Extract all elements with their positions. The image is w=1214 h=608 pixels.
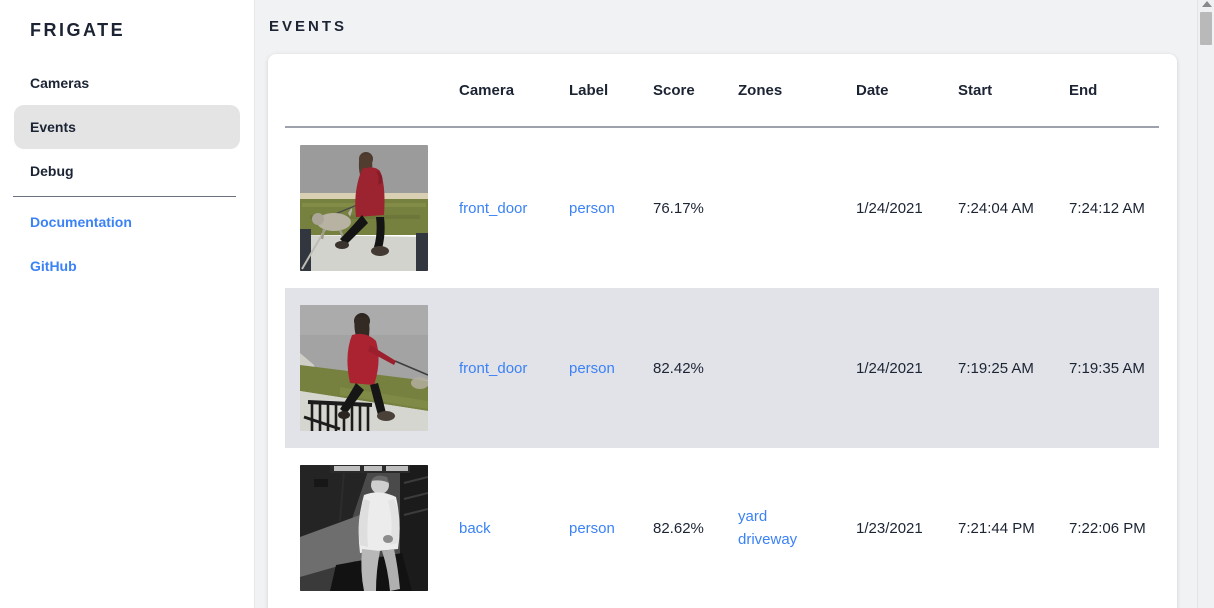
sidebar-item-label: Cameras: [30, 75, 90, 91]
sidebar-item-debug[interactable]: Debug: [14, 149, 240, 193]
sidebar-item-cameras[interactable]: Cameras: [14, 61, 240, 105]
table-row[interactable]: front_door person 76.17% 1/24/2021 7:24:…: [285, 128, 1159, 288]
scrollbar-thumb[interactable]: [1200, 12, 1212, 45]
sidebar-divider: [13, 196, 236, 197]
events-table: Camera Label Score Zones Date Start End: [285, 54, 1159, 608]
event-zones: yard driveway: [723, 505, 841, 551]
event-start-time: 7:24:04 AM: [958, 199, 1034, 217]
event-camera-link[interactable]: front_door: [459, 359, 528, 377]
event-camera-link[interactable]: front_door: [459, 199, 528, 217]
vertical-scrollbar[interactable]: [1197, 0, 1214, 608]
event-zone-link[interactable]: yard: [738, 508, 768, 525]
event-zone-link[interactable]: driveway: [738, 531, 798, 548]
app-logo: FRIGATE: [30, 20, 126, 40]
sidebar-item-events[interactable]: Events: [14, 105, 240, 149]
event-thumbnail[interactable]: [300, 145, 428, 271]
column-header-date: Date: [856, 81, 889, 99]
table-header-row: Camera Label Score Zones Date Start End: [285, 54, 1159, 128]
sidebar: FRIGATE Cameras Events Debug Documentati…: [0, 0, 255, 608]
event-thumbnail-cell: [285, 465, 444, 591]
event-date: 1/24/2021: [856, 199, 923, 217]
column-header-score: Score: [653, 81, 695, 99]
event-date: 1/23/2021: [856, 519, 923, 537]
column-header-label: Label: [569, 81, 609, 99]
event-label-link[interactable]: person: [569, 519, 615, 537]
scrollbar-up-arrow-icon[interactable]: [1202, 1, 1212, 7]
column-header-end: End: [1069, 81, 1098, 99]
sidebar-nav: Cameras Events Debug: [0, 61, 254, 193]
event-label-link[interactable]: person: [569, 199, 615, 217]
column-header-camera: Camera: [459, 81, 515, 99]
table-row-selected[interactable]: front_door person 82.42% 1/24/2021 7:19:…: [285, 288, 1159, 448]
sidebar-link-github[interactable]: GitHub: [14, 244, 240, 288]
event-thumbnail[interactable]: [300, 305, 428, 431]
event-thumbnail-cell: [285, 145, 444, 271]
sidebar-item-label: Debug: [30, 163, 74, 179]
event-start-time: 7:21:44 PM: [958, 519, 1035, 537]
main-content: EVENTS Camera Label Score Zones Date Sta…: [255, 0, 1214, 608]
event-score: 82.42%: [653, 359, 704, 377]
event-end-time: 7:24:12 AM: [1069, 199, 1145, 217]
sidebar-item-label: Events: [30, 119, 76, 135]
event-score: 76.17%: [653, 199, 704, 217]
sidebar-link-label: Documentation: [30, 214, 132, 230]
event-label-link[interactable]: person: [569, 359, 615, 377]
event-end-time: 7:22:06 PM: [1069, 519, 1146, 537]
event-thumbnail-cell: [285, 305, 444, 431]
event-score: 82.62%: [653, 519, 704, 537]
event-start-time: 7:19:25 AM: [958, 359, 1034, 377]
event-camera-link[interactable]: back: [459, 519, 491, 537]
table-row[interactable]: back person 82.62% yard driveway 1/23/20…: [285, 448, 1159, 608]
event-end-time: 7:19:35 AM: [1069, 359, 1145, 377]
event-date: 1/24/2021: [856, 359, 923, 377]
event-thumbnail[interactable]: [300, 465, 428, 591]
events-card: Camera Label Score Zones Date Start End: [268, 54, 1177, 608]
sidebar-link-label: GitHub: [30, 258, 77, 274]
column-header-zones: Zones: [738, 81, 783, 99]
sidebar-link-documentation[interactable]: Documentation: [14, 200, 240, 244]
page-title: EVENTS: [269, 18, 348, 35]
column-header-start: Start: [958, 81, 993, 99]
